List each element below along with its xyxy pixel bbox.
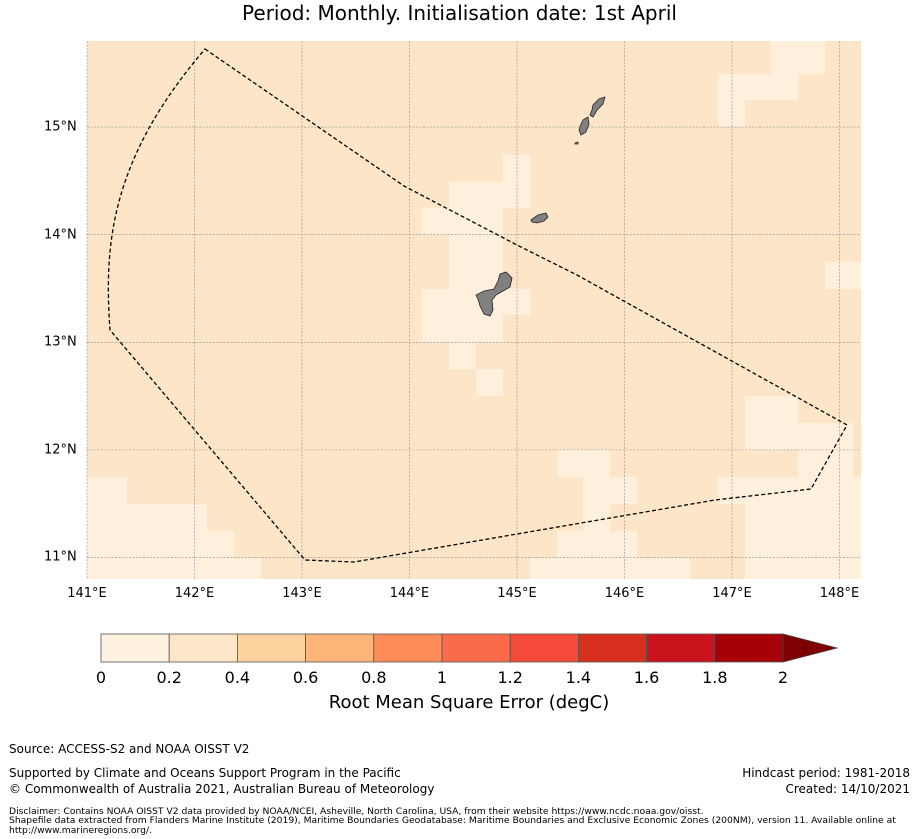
colorbar-segment (100, 633, 170, 663)
colorbar-segment (578, 633, 648, 663)
x-tick-label: 143°E (282, 586, 322, 601)
x-tick-label: 148°E (819, 586, 860, 601)
colorbar-segment (168, 633, 238, 663)
hindcast-text: Hindcast period: 1981-2018 (742, 766, 910, 780)
colorbar-tick-label: 1.8 (702, 668, 728, 687)
eez-boundary (107, 48, 848, 563)
source-text: Source: ACCESS-S2 and NOAA OISST V2 (9, 742, 250, 756)
x-tick-label: 146°E (604, 586, 645, 601)
colorbar-segment (305, 633, 375, 663)
gridlines (86, 41, 861, 579)
colorbar-tick-label: 0.6 (292, 668, 319, 687)
colorbar-tick-label: 2 (777, 668, 789, 687)
y-tick-label: 15°N (44, 119, 77, 135)
colorbar-tick-label: 1 (436, 668, 448, 687)
colorbar-segment (441, 633, 511, 663)
colorbar (100, 633, 839, 663)
colorbar-tick-label: 0.4 (224, 668, 251, 687)
land (475, 96, 606, 317)
disclaimer-line-3: http://www.marineregions.org/. (9, 824, 152, 836)
colorbar-segment (373, 633, 443, 663)
y-tick-label: 11°N (44, 549, 77, 565)
y-tick-label: 13°N (44, 334, 77, 350)
colorbar-tick-label: 1.6 (633, 668, 660, 687)
x-tick-label: 141°E (67, 586, 107, 601)
colorbar-tick-label: 1.4 (565, 668, 592, 687)
colorbar-tick-label: 0.2 (156, 668, 182, 687)
island-saipan (589, 96, 606, 118)
colorbar-extend-arrow (782, 633, 839, 663)
colorbar-tick-label: 1.2 (497, 668, 523, 687)
x-tick-label: 145°E (497, 586, 537, 601)
disclaimer: Disclaimer: Contains NOAA OISST V2 data … (9, 806, 896, 836)
island-aguijan (574, 141, 579, 145)
colorbar-tick-label: 0 (95, 668, 107, 687)
disclaimer-line-1: Disclaimer: Contains NOAA OISST V2 data … (9, 806, 704, 817)
support-text: Supported by Climate and Oceans Support … (9, 766, 401, 780)
colorbar-segment (236, 633, 306, 663)
x-tick-label: 142°E (174, 586, 215, 601)
island-rota (530, 212, 549, 224)
y-tick-label: 14°N (44, 227, 77, 243)
map-title: Period: Monthly. Initialisation date: 1s… (242, 1, 677, 25)
colorbar-tick-label: 0.8 (361, 668, 387, 687)
island-guam (475, 271, 513, 317)
colorbar-title: Root Mean Square Error (degC) (328, 692, 610, 713)
x-tick-label: 144°E (389, 586, 430, 601)
colorbar-segment (646, 633, 716, 663)
map-area (86, 41, 861, 579)
x-tick-label: 147°E (712, 586, 752, 601)
y-tick-label: 12°N (44, 442, 77, 458)
low-error-cells (87, 41, 861, 579)
colorbar-segment (714, 633, 784, 663)
island-tinian (578, 116, 590, 136)
copyright-text: © Commonwealth of Australia 2021, Austra… (9, 782, 435, 796)
created-text: Created: 14/10/2021 (785, 782, 910, 796)
disclaimer-line-2: Shapefile data extracted from Flanders M… (9, 815, 896, 827)
colorbar-segment (509, 633, 579, 663)
